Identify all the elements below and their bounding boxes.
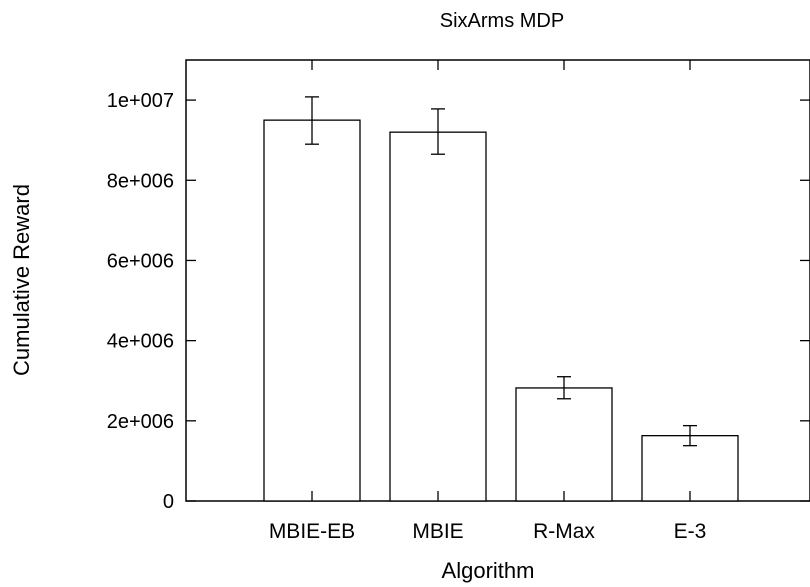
- y-tick-label: 4e+006: [107, 331, 174, 353]
- y-tick-label: 2e+006: [107, 411, 174, 433]
- x-tick-label: MBIE-EB: [269, 520, 355, 543]
- y-tick-label: 8e+006: [107, 170, 174, 192]
- y-tick-label: 0: [163, 491, 174, 513]
- bar: [263, 119, 361, 502]
- x-axis-label: Algorithm: [442, 558, 535, 583]
- chart-title: SixArms MDP: [440, 10, 564, 32]
- y-tick-label: 1e+007: [107, 90, 174, 112]
- bar: [515, 387, 613, 502]
- x-tick-label: MBIE: [412, 520, 463, 543]
- plot-frame: [185, 59, 810, 502]
- x-tick-label: R-Max: [533, 520, 595, 543]
- bar: [389, 131, 487, 502]
- y-axis-label: Cumulative Reward: [9, 184, 34, 376]
- x-tick-label: E-3: [674, 520, 707, 543]
- y-tick-label: 6e+006: [107, 250, 174, 272]
